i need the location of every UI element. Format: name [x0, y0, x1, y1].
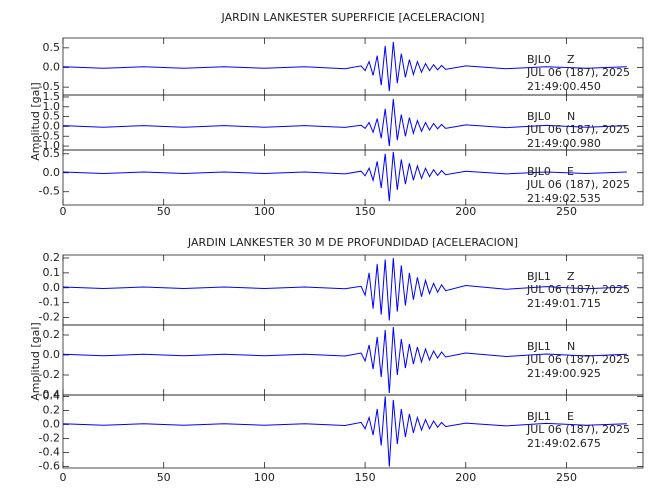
- y-tick-label: -0.2: [39, 432, 60, 445]
- y-tick-label: -0.4: [39, 446, 60, 459]
- x-tick-label: 200: [455, 205, 476, 218]
- y-tick-label: 0.0: [43, 417, 61, 430]
- x-tick-label: 100: [254, 471, 275, 484]
- y-tick-label: 0.1: [43, 266, 61, 279]
- component-label: E: [567, 410, 574, 423]
- component-label: E: [567, 165, 574, 178]
- y-axis-label: Amplitud [gal]: [29, 82, 42, 160]
- station-label: BJL0: [527, 165, 551, 178]
- time-label: 21:49:00.450: [527, 80, 601, 93]
- y-tick-label: 0.0: [43, 348, 61, 361]
- x-tick-label: 50: [157, 471, 171, 484]
- station-label: BJL1: [527, 340, 551, 353]
- station-label: BJL1: [527, 270, 551, 283]
- waveform: [62, 151, 627, 202]
- station-label: BJL0: [527, 53, 551, 66]
- time-label: 21:49:00.980: [527, 137, 601, 150]
- time-label: 21:49:00.925: [527, 367, 601, 380]
- y-tick-label: 0.5: [43, 41, 61, 54]
- component-label: N: [567, 110, 575, 123]
- waveform: [62, 396, 627, 467]
- date-label: JUL 06 (187), 2025: [526, 353, 630, 366]
- y-tick-label: -0.2: [39, 311, 60, 324]
- y-tick-label: -1.0: [39, 139, 60, 152]
- date-label: JUL 06 (187), 2025: [526, 423, 630, 436]
- chart-title: JARDIN LANKESTER 30 M DE PROFUNDIDAD [AC…: [187, 236, 518, 249]
- x-tick-label: 250: [556, 471, 577, 484]
- panel-frame: [62, 149, 644, 206]
- date-label: JUL 06 (187), 2025: [526, 178, 630, 191]
- x-tick-label: 50: [157, 205, 171, 218]
- y-tick-label: 0.0: [43, 119, 61, 132]
- y-axis-label: Amplitud [gal]: [29, 322, 42, 400]
- time-label: 21:49:01.715: [527, 297, 601, 310]
- panel-frame: [62, 394, 644, 469]
- x-tick-label: 250: [556, 205, 577, 218]
- component-label: Z: [567, 270, 575, 283]
- y-tick-label: -0.5: [39, 129, 60, 142]
- y-tick-label: 1.5: [43, 90, 61, 103]
- x-tick-label: 200: [455, 471, 476, 484]
- x-tick-label: 150: [355, 205, 376, 218]
- station-label: BJL0: [527, 110, 551, 123]
- waveform: [62, 98, 627, 147]
- station-label: BJL1: [527, 410, 551, 423]
- x-tick-label: 0: [60, 471, 67, 484]
- y-tick-label: 0.0: [43, 281, 61, 294]
- y-tick-label: -0.5: [39, 185, 60, 198]
- time-label: 21:49:02.675: [527, 437, 601, 450]
- y-tick-label: 0.4: [43, 389, 61, 402]
- x-tick-label: 0: [60, 205, 67, 218]
- y-tick-label: 0.5: [43, 147, 61, 160]
- y-tick-label: 0.2: [43, 328, 61, 341]
- waveform: [62, 41, 627, 92]
- y-tick-label: 0.2: [43, 251, 61, 264]
- chart-title: JARDIN LANKESTER SUPERFICIE [ACELERACION…: [221, 11, 485, 24]
- x-tick-label: 100: [254, 205, 275, 218]
- date-label: JUL 06 (187), 2025: [526, 66, 630, 79]
- waveform: [62, 257, 627, 321]
- waveform: [62, 326, 627, 394]
- y-tick-label: 0.0: [43, 166, 61, 179]
- y-tick-label: 0.2: [43, 403, 61, 416]
- y-tick-label: -0.5: [39, 80, 60, 93]
- y-tick-label: 0.5: [43, 110, 61, 123]
- x-tick-label: 150: [355, 471, 376, 484]
- y-tick-label: 0.0: [43, 60, 61, 73]
- time-label: 21:49:02.535: [527, 192, 601, 205]
- y-tick-label: -0.1: [39, 296, 60, 309]
- y-tick-label: 1.0: [43, 100, 61, 113]
- y-tick-label: -0.2: [39, 368, 60, 381]
- date-label: JUL 06 (187), 2025: [526, 123, 630, 136]
- y-tick-label: -0.4: [39, 388, 60, 401]
- component-label: N: [567, 340, 575, 353]
- component-label: Z: [567, 53, 575, 66]
- y-tick-label: -0.6: [39, 460, 60, 473]
- date-label: JUL 06 (187), 2025: [526, 283, 630, 296]
